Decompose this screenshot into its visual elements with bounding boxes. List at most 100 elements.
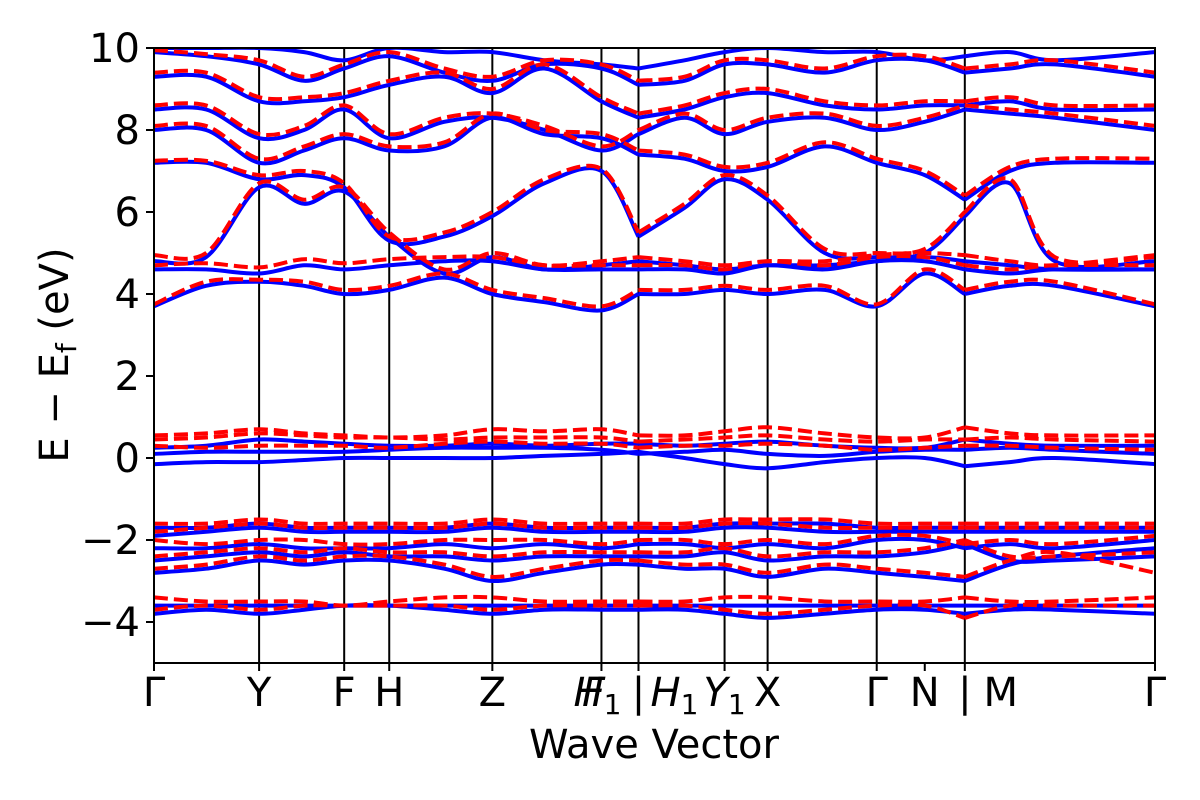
y-axis-label: E − Ef (eV) bbox=[32, 247, 83, 462]
band-line-solid bbox=[963, 180, 1155, 269]
band-line-dashed bbox=[964, 538, 1155, 560]
band-line-dashed bbox=[154, 537, 639, 547]
band-line-dashed bbox=[638, 517, 965, 526]
x-tick-label: F bbox=[333, 670, 356, 716]
band-line-solid bbox=[154, 48, 639, 71]
band-line-solid bbox=[154, 105, 640, 153]
x-tick-label: N bbox=[910, 670, 940, 716]
x-tick-label: M bbox=[984, 670, 1019, 716]
band-line-solid bbox=[964, 542, 1155, 564]
band-line-solid bbox=[154, 550, 639, 563]
y-tick-label: 0 bbox=[115, 436, 140, 482]
band-line-solid bbox=[638, 562, 966, 583]
band-line-dashed bbox=[964, 277, 1155, 307]
plot-border bbox=[153, 47, 1156, 664]
band-line-solid bbox=[964, 281, 1155, 309]
band-line-dashed bbox=[154, 48, 640, 83]
band-line-dashed bbox=[963, 156, 1155, 198]
band-line-solid bbox=[638, 607, 966, 620]
band-line-solid bbox=[638, 525, 965, 535]
band-line-dashed bbox=[964, 425, 1155, 438]
band-line-dashed bbox=[638, 594, 966, 604]
band-line-solid bbox=[964, 546, 1155, 583]
band-line-solid bbox=[964, 455, 1155, 469]
band-line-solid bbox=[154, 542, 639, 551]
y-tick-label: 4 bbox=[115, 272, 140, 318]
band-line-dashed bbox=[638, 441, 965, 452]
band-line-dashed bbox=[154, 179, 639, 272]
band-line-solid bbox=[154, 50, 640, 87]
x-tick-label: Γ bbox=[866, 670, 889, 716]
band-line-solid bbox=[154, 525, 639, 538]
y-tick-label: 10 bbox=[89, 26, 140, 72]
band-line-solid bbox=[638, 271, 966, 309]
band-line-solid bbox=[638, 258, 966, 276]
band-line-dashed bbox=[637, 103, 966, 133]
band-line-solid bbox=[638, 447, 965, 458]
band-line-dashed bbox=[154, 517, 639, 526]
band-line-solid bbox=[963, 160, 1155, 202]
band-line-solid bbox=[637, 107, 966, 137]
x-tick-label: F bbox=[582, 670, 606, 716]
x-tick-label: | bbox=[958, 670, 971, 716]
band-line-solid bbox=[638, 144, 966, 202]
x-tick-label: Y bbox=[246, 670, 272, 716]
x-tick-label: H bbox=[374, 670, 404, 716]
band-line-dashed bbox=[964, 103, 1155, 128]
x-tick-label: H1 bbox=[651, 670, 699, 721]
band-line-solid bbox=[964, 107, 1155, 132]
x-tick-label: Γ bbox=[1144, 670, 1167, 716]
band-line-dashed bbox=[638, 521, 965, 531]
band-line-solid bbox=[637, 177, 967, 261]
band-line-dashed bbox=[638, 602, 966, 620]
band-line-dashed bbox=[154, 111, 640, 162]
band-line-dashed bbox=[638, 425, 966, 441]
band-line-dashed bbox=[964, 443, 1155, 452]
y-tick-label: 8 bbox=[115, 108, 140, 154]
plot-frame bbox=[153, 47, 1156, 664]
band-line-dashed bbox=[638, 558, 966, 579]
band-line-solid bbox=[154, 445, 639, 456]
band-line-solid bbox=[964, 99, 1155, 113]
band-line-dashed bbox=[964, 253, 1155, 268]
band-line-dashed bbox=[637, 173, 967, 257]
x-tick-label: Γ bbox=[143, 670, 166, 716]
band-line-dashed bbox=[964, 58, 1155, 75]
band-line-dashed bbox=[154, 521, 639, 534]
x-tick-label: X bbox=[754, 670, 781, 716]
band-line-dashed bbox=[154, 553, 639, 579]
band-line-dashed bbox=[964, 549, 1155, 579]
x-tick-label: | bbox=[632, 670, 645, 716]
band-line-solid bbox=[638, 536, 966, 551]
y-axis-label-sub: f bbox=[50, 342, 83, 353]
x-tick-label: H1 bbox=[573, 670, 621, 721]
band-line-dashed bbox=[154, 594, 639, 608]
band-curves bbox=[154, 48, 1155, 620]
band-line-solid bbox=[638, 449, 966, 471]
y-axis-ticks: −4 −2 0 2 4 6 8 10 bbox=[81, 26, 154, 646]
band-line-dashed bbox=[964, 595, 1155, 605]
band-line-dashed bbox=[154, 546, 639, 559]
band-line-dashed bbox=[638, 254, 966, 272]
band-line-dashed bbox=[154, 427, 639, 440]
band-line-dashed bbox=[638, 267, 966, 307]
band-line-dashed bbox=[964, 435, 1155, 444]
band-line-solid bbox=[638, 48, 966, 71]
band-line-solid bbox=[638, 542, 966, 563]
band-line-dashed bbox=[964, 533, 1155, 547]
band-line-dashed bbox=[154, 271, 640, 309]
band-line-dashed bbox=[154, 439, 639, 450]
band-line-solid bbox=[638, 90, 965, 120]
band-line-dashed bbox=[963, 176, 1155, 265]
y-axis-label-main: E − E bbox=[32, 353, 78, 463]
band-line-solid bbox=[154, 66, 640, 120]
y-axis-label-unit: (eV) bbox=[32, 247, 78, 343]
band-line-solid bbox=[964, 50, 1155, 63]
band-line-dashed bbox=[154, 62, 640, 116]
band-line-dashed bbox=[638, 538, 966, 559]
x-tick-label: Z bbox=[479, 670, 506, 716]
y-tick-label: −2 bbox=[81, 518, 140, 564]
band-line-dashed bbox=[638, 251, 965, 268]
band-line-dashed bbox=[638, 86, 965, 116]
